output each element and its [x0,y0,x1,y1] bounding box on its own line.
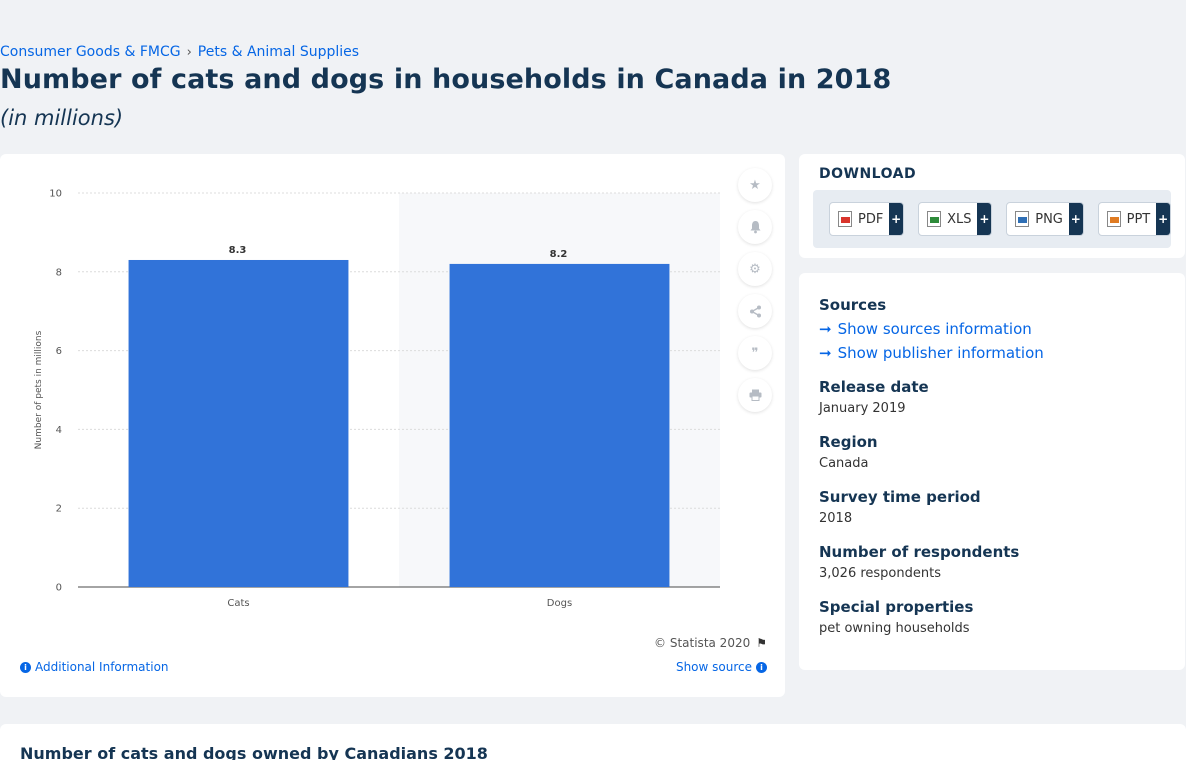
plus-icon[interactable]: + [977,203,992,235]
show-source-link[interactable]: Show source i [676,660,767,674]
bell-icon[interactable] [738,210,772,244]
xls-file-icon [927,211,942,227]
download-png-label: PNG [1035,211,1063,227]
download-card: DOWNLOAD PDF + XLS + PNG + [799,154,1185,258]
flag-icon[interactable]: ⚑ [756,636,767,650]
special-properties-label: Special properties [819,598,974,616]
show-sources-link[interactable]: ➞ Show sources information [819,320,1032,338]
ppt-file-icon [1106,211,1121,227]
show-sources-label: Show sources information [837,320,1032,338]
y-tick-label: 10 [49,189,62,200]
download-xls-label: XLS [947,211,972,227]
chart-card: 0 2 4 6 8 10 8.3 Cats 8.2 Dogs Number of pets in m… [0,154,785,697]
download-png-button[interactable]: PNG + [1006,202,1084,236]
x-tick-label: Dogs [547,598,572,609]
data-label: 8.3 [229,245,247,256]
arrow-right-icon: ➞ [819,344,832,362]
y-axis-label: Number of pets in millions [34,330,44,449]
y-tick-label: 8 [56,267,62,278]
bar-chart: 0 2 4 6 8 10 8.3 Cats 8.2 Dogs Number of pets in m… [34,189,720,609]
quote-icon[interactable]: ❞ [738,336,772,370]
release-date-value: January 2019 [819,401,906,416]
page-subtitle: (in millions) [0,106,124,130]
download-ppt-button[interactable]: PPT + [1097,202,1171,236]
region-label: Region [819,433,878,451]
info-icon: i [756,661,767,673]
plus-icon[interactable]: + [1068,203,1083,235]
y-tick-label: 4 [56,425,62,436]
plus-icon[interactable]: + [889,203,904,235]
region-value: Canada [819,456,869,471]
respondents-label: Number of respondents [819,543,1020,561]
download-ppt-label: PPT [1126,211,1151,227]
special-properties-value: pet owning households [819,621,970,636]
respondents-value: 3,026 respondents [819,566,941,581]
show-publisher-link[interactable]: ➞ Show publisher information [819,344,1044,362]
download-xls-button[interactable]: XLS + [918,202,993,236]
page-title: Number of cats and dogs in households in… [0,64,892,95]
download-bar: PDF + XLS + PNG + PPT + [813,190,1171,248]
info-icon: i [20,661,31,673]
download-title: DOWNLOAD [819,166,917,182]
chart-tools: ★ ⚙ ❞ [738,168,772,412]
arrow-right-icon: ➞ [819,320,832,338]
share-icon[interactable] [738,294,772,328]
download-pdf-label: PDF [858,211,884,227]
survey-period-value: 2018 [819,511,853,526]
star-icon[interactable]: ★ [738,168,772,202]
statistic-details: Sources ➞ Show sources information ➞ Sho… [799,273,1185,670]
release-date-label: Release date [819,378,929,396]
x-tick-label: Cats [227,598,249,609]
download-pdf-button[interactable]: PDF + [829,202,905,236]
show-source-label: Show source [675,660,752,674]
top-bar [0,0,1186,36]
related-statistic-title[interactable]: Number of cats and dogs owned by Canadia… [20,744,488,760]
survey-period-label: Survey time period [819,488,981,506]
sources-label: Sources [819,296,887,314]
additional-information-link[interactable]: i Additional Information [20,660,169,674]
breadcrumb: Consumer Goods & FMCG › Pets & Animal Su… [0,43,359,61]
breadcrumb-item-pets[interactable]: Pets & Animal Supplies [197,44,360,60]
y-tick-label: 6 [56,346,62,357]
png-file-icon [1015,211,1030,227]
data-label: 8.2 [550,249,568,260]
y-tick-label: 0 [56,583,62,594]
breadcrumb-item-consumer-goods[interactable]: Consumer Goods & FMCG [0,44,181,60]
bar-cats [128,259,349,587]
y-tick-label: 2 [56,504,62,515]
print-icon[interactable] [738,378,772,412]
breadcrumb-separator: › [186,44,192,60]
gear-icon[interactable]: ⚙ [738,252,772,286]
additional-information-label: Additional Information [35,660,169,674]
show-publisher-label: Show publisher information [837,344,1044,362]
chart-credit: © Statista 2020 ⚑ [654,636,767,650]
related-statistic-card: Number of cats and dogs owned by Canadia… [0,724,1186,760]
pdf-file-icon [838,211,852,227]
bar-dogs [449,263,670,587]
plus-icon[interactable]: + [1156,203,1170,235]
credit-text: © Statista 2020 [654,636,751,650]
